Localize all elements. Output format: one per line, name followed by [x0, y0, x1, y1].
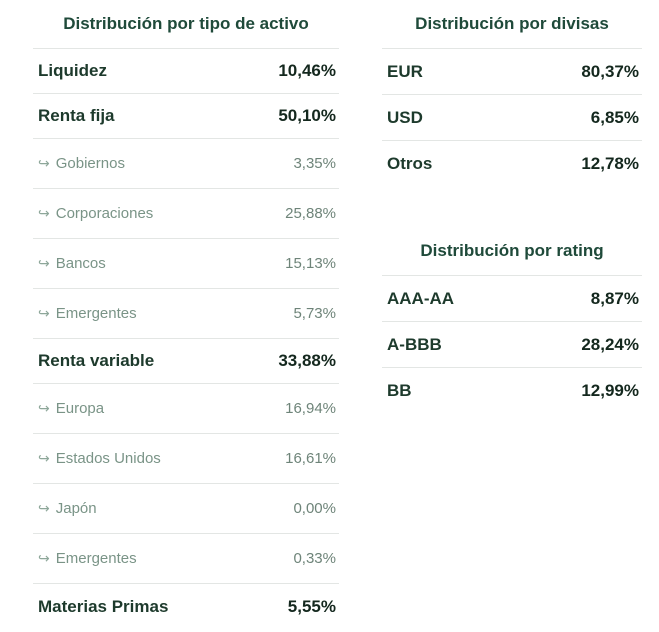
asset-row-japon: ↪ Japón 0,00% — [33, 484, 339, 534]
asset-row-bancos: ↪ Bancos 15,13% — [33, 239, 339, 289]
subdirectory-arrow-icon: ↪ — [38, 500, 50, 516]
rating-row-aaa-aa: AAA-AA 8,87% — [382, 276, 642, 322]
row-label: Emergentes — [55, 305, 137, 322]
row-label: Estados Unidos — [55, 450, 161, 467]
asset-row-liquidez: Liquidez 10,46% — [33, 49, 339, 94]
row-value: 0,00% — [293, 500, 336, 517]
row-label: Japón — [55, 500, 97, 517]
subdirectory-arrow-icon: ↪ — [38, 450, 50, 466]
row-value: 12,99% — [581, 381, 639, 400]
row-value: 25,88% — [285, 205, 336, 222]
row-value: 12,78% — [581, 154, 639, 173]
row-label: AAA-AA — [387, 288, 455, 308]
row-value: 33,88% — [278, 351, 336, 370]
row-label: Renta fija — [38, 106, 115, 125]
rating-row-a-bbb: A-BBB 28,24% — [382, 322, 642, 368]
rating-allocation-table: Distribución por rating AAA-AA 8,87% A-B… — [382, 227, 642, 414]
asset-row-gobiernos: ↪ Gobiernos 3,35% — [33, 139, 339, 189]
row-label: Bancos — [55, 255, 106, 272]
row-value: 0,33% — [293, 550, 336, 567]
row-value: 5,73% — [293, 305, 336, 322]
rating-row-bb: BB 12,99% — [382, 368, 642, 414]
row-value: 10,46% — [278, 61, 336, 80]
row-label: BB — [387, 381, 412, 400]
asset-row-emergentes-rf: ↪ Emergentes 5,73% — [33, 289, 339, 339]
subdirectory-arrow-icon: ↪ — [38, 400, 50, 416]
row-value: 50,10% — [278, 106, 336, 125]
asset-row-corporaciones: ↪ Corporaciones 25,88% — [33, 189, 339, 239]
row-label: A-BBB — [387, 334, 442, 354]
asset-row-estados-unidos: ↪ Estados Unidos 16,61% — [33, 434, 339, 484]
asset-row-renta-fija: Renta fija 50,10% — [33, 94, 339, 139]
row-value: 80,37% — [581, 61, 639, 81]
row-label: Corporaciones — [55, 205, 154, 222]
subdirectory-arrow-icon: ↪ — [38, 205, 50, 221]
row-value: 5,55% — [287, 596, 336, 616]
asset-row-renta-variable: Renta variable 33,88% — [33, 339, 339, 384]
currency-row-usd: USD 6,85% — [382, 95, 642, 141]
rating-allocation-title: Distribución por rating — [382, 227, 642, 276]
row-label: Renta variable — [38, 351, 155, 370]
currency-allocation-title: Distribución por divisas — [382, 0, 642, 49]
row-value: 15,13% — [285, 255, 336, 272]
currency-row-eur: EUR 80,37% — [382, 49, 642, 95]
row-value: 3,35% — [293, 155, 336, 172]
row-value: 16,94% — [285, 400, 336, 417]
currency-row-otros: Otros 12,78% — [382, 141, 642, 187]
right-column: Distribución por divisas EUR 80,37% USD … — [382, 0, 642, 414]
row-label: USD — [387, 107, 423, 127]
asset-allocation-title: Distribución por tipo de activo — [33, 0, 339, 49]
row-value: 16,61% — [285, 450, 336, 467]
currency-allocation-table: Distribución por divisas EUR 80,37% USD … — [382, 0, 642, 187]
subdirectory-arrow-icon: ↪ — [38, 255, 50, 271]
row-value: 6,85% — [590, 107, 639, 127]
asset-row-europa: ↪ Europa 16,94% — [33, 384, 339, 434]
subdirectory-arrow-icon: ↪ — [38, 550, 50, 566]
asset-row-emergentes-rv: ↪ Emergentes 0,33% — [33, 534, 339, 584]
row-label: Materias Primas — [38, 596, 169, 616]
asset-row-materias-primas: Materias Primas 5,55% — [33, 584, 339, 629]
row-label: Liquidez — [38, 61, 107, 80]
row-label: Europa — [55, 400, 105, 417]
row-label: Emergentes — [55, 550, 137, 567]
row-label: Gobiernos — [55, 155, 125, 172]
subdirectory-arrow-icon: ↪ — [38, 155, 50, 171]
row-label: EUR — [387, 61, 423, 81]
asset-allocation-table: Distribución por tipo de activo Liquidez… — [33, 0, 339, 629]
row-value: 28,24% — [581, 334, 639, 354]
row-value: 8,87% — [590, 288, 639, 308]
row-label: Otros — [387, 154, 433, 173]
subdirectory-arrow-icon: ↪ — [38, 305, 50, 321]
